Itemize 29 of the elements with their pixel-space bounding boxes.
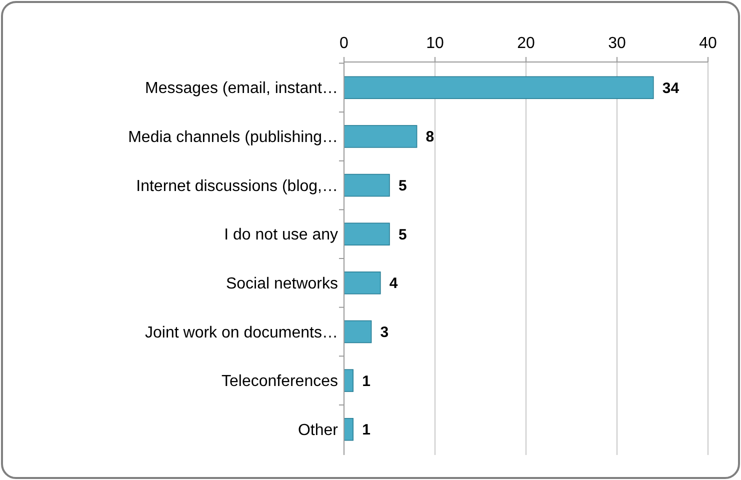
y-tick-label: Internet discussions (blog,…: [136, 178, 338, 195]
y-tick-label: Teleconferences: [221, 373, 338, 390]
y-tick-label: Media channels (publishing…: [128, 129, 338, 146]
bar: [344, 418, 354, 441]
y-tick-label: Other: [298, 422, 339, 439]
data-label: 5: [398, 226, 407, 244]
bar: [344, 174, 390, 197]
bar: [344, 369, 354, 392]
bar: [344, 125, 418, 148]
data-label: 4: [389, 275, 398, 292]
data-label: 8: [426, 128, 434, 146]
bar: [344, 76, 654, 100]
x-tick-label: 40: [699, 35, 717, 52]
data-label: 1: [362, 372, 370, 390]
x-tick-label: 0: [340, 35, 349, 52]
y-tick-label: I do not use any: [224, 226, 338, 244]
data-label: 3: [380, 324, 389, 341]
data-label: 1: [362, 422, 370, 439]
y-tick-label: Joint work on documents…: [145, 324, 338, 342]
bar: [344, 222, 390, 246]
y-tick-label: Messages (email, instant…: [145, 80, 338, 98]
x-tick-label: 10: [426, 35, 444, 52]
bar: [344, 272, 381, 294]
y-tick-label: Social networks: [226, 276, 338, 293]
x-tick-label: 30: [608, 35, 626, 52]
x-tick-label: 20: [517, 35, 535, 52]
bar: [344, 320, 372, 344]
data-label: 34: [662, 80, 680, 97]
data-label: 5: [398, 178, 407, 195]
